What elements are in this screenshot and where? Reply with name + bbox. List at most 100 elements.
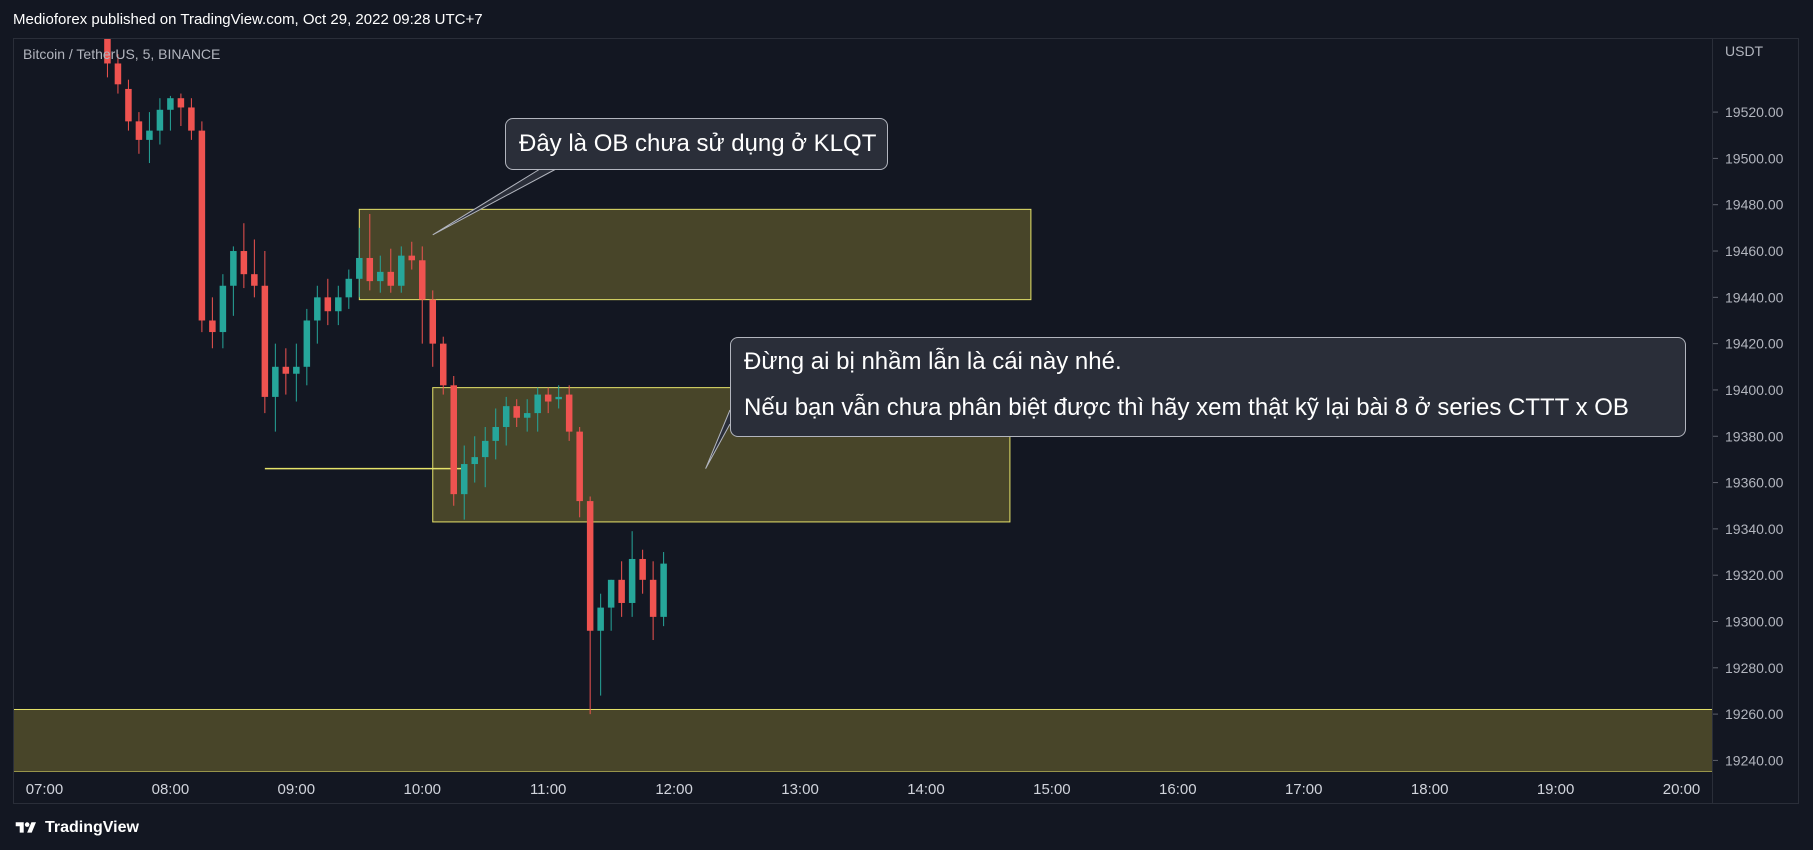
x-tick-label: 19:00 bbox=[1537, 781, 1575, 798]
candle-body bbox=[576, 431, 583, 502]
y-tick-label: 19380.00 bbox=[1725, 428, 1784, 444]
candle-body bbox=[251, 274, 258, 286]
candle bbox=[481, 426, 489, 488]
x-tick-label: 13:00 bbox=[781, 781, 819, 798]
candle-body bbox=[293, 366, 300, 374]
candle-body bbox=[523, 413, 531, 418]
candle-body bbox=[146, 130, 153, 140]
candle-body bbox=[345, 278, 353, 298]
callout-2-line1: Đừng ai bị nhầm lẫn là cái này nhé. bbox=[744, 348, 1122, 375]
candle-body bbox=[177, 98, 185, 108]
candle-body bbox=[366, 257, 374, 282]
candle bbox=[586, 496, 594, 715]
candle bbox=[335, 285, 342, 326]
candle bbox=[356, 227, 363, 298]
candle-body bbox=[282, 366, 290, 374]
tradingview-brand[interactable]: TradingView bbox=[13, 818, 139, 838]
y-tick-label: 19420.00 bbox=[1725, 336, 1784, 352]
candle-body bbox=[597, 607, 604, 631]
tradingview-logo-icon bbox=[15, 822, 36, 833]
candle bbox=[618, 561, 625, 617]
y-tick-label: 19480.00 bbox=[1725, 197, 1784, 213]
candle bbox=[272, 343, 279, 432]
callout-warning[interactable]: Đừng ai bị nhầm lẫn là cái này nhé. Nếu … bbox=[730, 337, 1686, 437]
candle bbox=[502, 396, 510, 446]
candle bbox=[639, 549, 646, 594]
x-tick-label: 07:00 bbox=[26, 781, 64, 798]
y-tick-label: 19360.00 bbox=[1725, 475, 1784, 491]
candle bbox=[230, 246, 237, 316]
candle bbox=[555, 385, 562, 409]
candle-body bbox=[439, 343, 447, 386]
publisher-text: Medioforex published on TradingView.com,… bbox=[13, 11, 483, 28]
candle-body bbox=[565, 394, 573, 432]
candle bbox=[492, 408, 499, 460]
candle bbox=[282, 348, 290, 395]
candle-body bbox=[114, 63, 122, 85]
candle-body bbox=[450, 385, 457, 495]
candle-body bbox=[188, 107, 195, 131]
currency-label: USDT bbox=[1725, 43, 1764, 59]
candle bbox=[523, 399, 531, 432]
candle bbox=[104, 39, 111, 78]
x-tick-label: 17:00 bbox=[1285, 781, 1323, 798]
candle-body bbox=[429, 299, 437, 344]
symbol-label[interactable]: Bitcoin / TetherUS, 5, BINANCE bbox=[23, 46, 221, 62]
candle bbox=[576, 426, 583, 518]
candle bbox=[471, 436, 478, 483]
candle bbox=[188, 98, 195, 140]
candle bbox=[324, 278, 332, 326]
candle-body bbox=[513, 406, 520, 418]
upper-ob-zone bbox=[358, 208, 1032, 301]
candle bbox=[607, 579, 615, 631]
candle-body bbox=[492, 426, 499, 441]
y-tick-label: 19300.00 bbox=[1725, 613, 1784, 629]
y-tick-label: 19440.00 bbox=[1725, 289, 1784, 305]
candle bbox=[251, 239, 258, 298]
candle-body bbox=[607, 579, 615, 608]
callout-2-line2: Nếu bạn vẫn chưa phân biệt được thì hãy … bbox=[744, 394, 1629, 421]
candle bbox=[146, 112, 153, 164]
x-tick-label: 15:00 bbox=[1033, 781, 1071, 798]
candle-body bbox=[660, 563, 667, 617]
candle bbox=[198, 121, 206, 333]
candle-body bbox=[324, 297, 332, 312]
candle bbox=[513, 399, 520, 427]
candle-body bbox=[198, 130, 206, 321]
candle-body bbox=[314, 297, 321, 321]
y-tick-label: 19240.00 bbox=[1725, 752, 1784, 768]
price-axis[interactable] bbox=[1713, 38, 1799, 804]
candle-body bbox=[261, 285, 269, 397]
y-tick-label: 19500.00 bbox=[1725, 150, 1784, 166]
candle-body bbox=[335, 297, 342, 312]
y-tick-label: 19340.00 bbox=[1725, 521, 1784, 537]
candle bbox=[544, 387, 552, 414]
candle bbox=[597, 593, 604, 696]
candle-body bbox=[460, 464, 468, 495]
candle bbox=[167, 95, 174, 131]
callout-unused-ob[interactable]: Đây là OB chưa sử dụng ở KLQT bbox=[505, 118, 888, 170]
candle bbox=[450, 376, 457, 506]
candle-body bbox=[555, 396, 562, 400]
candle-body bbox=[209, 320, 216, 333]
x-tick-label: 14:00 bbox=[907, 781, 945, 798]
callout-1-pointer bbox=[432, 168, 557, 236]
candle bbox=[439, 336, 447, 395]
candle-body bbox=[398, 255, 405, 286]
y-tick-label: 19260.00 bbox=[1725, 706, 1784, 722]
y-tick-label: 19460.00 bbox=[1725, 243, 1784, 259]
candle-body bbox=[156, 109, 164, 131]
candle-body bbox=[639, 558, 646, 580]
candle-body bbox=[419, 260, 426, 300]
candle-body bbox=[586, 501, 594, 631]
candle-body bbox=[471, 457, 478, 465]
candle-body bbox=[135, 121, 143, 140]
callout-1-text: Đây là OB chưa sử dụng ở KLQT bbox=[519, 130, 877, 157]
candle bbox=[261, 251, 269, 414]
candle bbox=[114, 54, 122, 94]
candle bbox=[156, 98, 164, 145]
candle bbox=[408, 241, 416, 270]
x-tick-label: 08:00 bbox=[152, 781, 190, 798]
candle bbox=[387, 248, 395, 293]
candle bbox=[419, 246, 426, 344]
